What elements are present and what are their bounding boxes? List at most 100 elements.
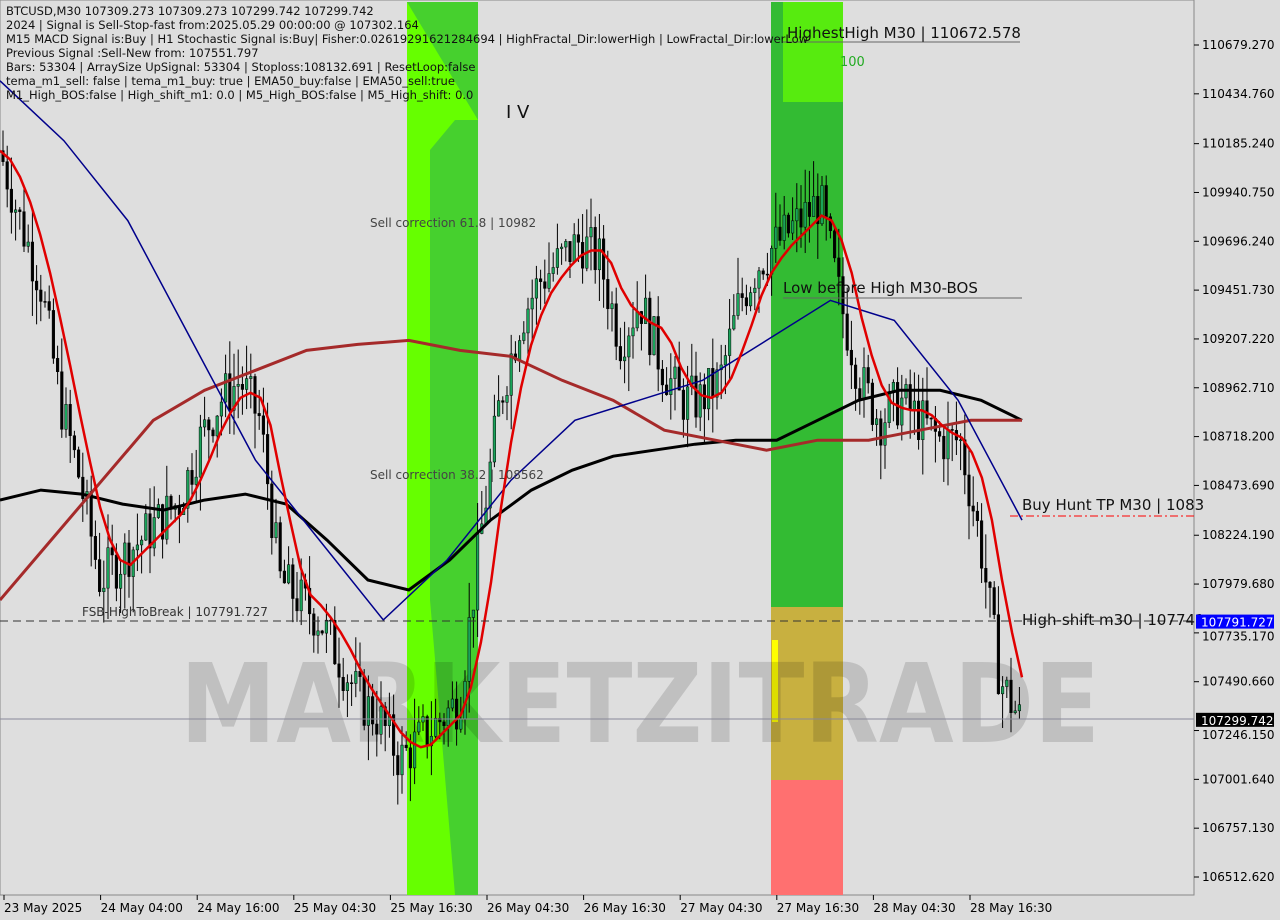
candle	[849, 320, 853, 390]
price-axis[interactable]: 110679.270 110434.760 110185.240 109940.750…	[1194, 38, 1275, 884]
candle	[341, 657, 345, 701]
price-tick-label: 110679.270	[1202, 38, 1275, 52]
candle	[236, 349, 240, 419]
price-tick-label: 109696.240	[1202, 234, 1275, 248]
candle	[35, 265, 39, 325]
price-marker: 107299.742	[1196, 712, 1274, 728]
candle	[606, 250, 610, 330]
candle	[539, 269, 543, 310]
candle	[47, 285, 51, 319]
candle	[56, 345, 60, 385]
candle	[564, 238, 568, 262]
candle	[245, 345, 249, 410]
candle	[656, 296, 660, 392]
candle	[879, 410, 883, 480]
candle	[786, 212, 790, 238]
candle	[278, 516, 282, 579]
candle	[165, 465, 169, 545]
candle	[228, 341, 232, 435]
info-line: 2024 | Signal is Sell-Stop-fast from:202…	[6, 18, 419, 32]
candle	[337, 637, 341, 708]
candle	[736, 257, 740, 320]
candle	[975, 501, 979, 537]
candle	[379, 681, 383, 745]
candle	[791, 197, 795, 241]
candle	[740, 277, 744, 312]
candle	[866, 354, 870, 394]
candle	[992, 581, 996, 620]
candle	[816, 173, 820, 259]
candle	[547, 242, 551, 293]
candle	[845, 287, 849, 356]
time-tick-label: 26 May 16:30	[584, 901, 666, 915]
candle	[530, 279, 534, 341]
candle	[497, 375, 501, 417]
candle	[152, 486, 156, 557]
candle	[148, 488, 152, 574]
candle	[917, 374, 921, 450]
candle	[450, 681, 454, 712]
candle	[72, 430, 76, 458]
candle	[93, 520, 97, 570]
time-axis[interactable]: 23 May 2025 24 May 04:00 24 May 16:00 25 Ma…	[3, 895, 1052, 915]
candle	[333, 606, 337, 666]
candle	[22, 187, 26, 252]
candle	[345, 674, 349, 718]
candle	[207, 416, 211, 462]
candle	[803, 169, 807, 254]
price-tick-label: 106512.620	[1202, 870, 1275, 884]
candle	[1005, 676, 1009, 699]
candle	[761, 268, 765, 280]
candle	[971, 476, 975, 527]
price-tick-label: 107735.170	[1202, 630, 1275, 644]
candle	[9, 157, 13, 234]
candle	[715, 362, 719, 410]
candle	[673, 356, 677, 411]
candle	[186, 467, 190, 523]
candle	[224, 354, 228, 418]
time-tick-label: 28 May 16:30	[970, 901, 1052, 915]
candle	[942, 425, 946, 482]
price-tick-label: 108718.200	[1202, 430, 1275, 444]
candle	[249, 353, 253, 409]
highest-high-label: HighestHigh M30 | 110672.578	[787, 24, 1021, 42]
candle	[660, 360, 664, 402]
candle	[261, 387, 265, 453]
price-tick-label: 107979.680	[1202, 577, 1275, 591]
candle	[996, 586, 1000, 695]
candle	[274, 498, 278, 544]
candle	[215, 414, 219, 458]
price-tick-label: 106757.130	[1202, 821, 1275, 835]
candle	[375, 690, 379, 757]
candle	[316, 616, 320, 654]
candle	[576, 218, 580, 263]
candle	[18, 207, 22, 230]
candle	[501, 396, 505, 415]
info-line: BTCUSD,M30 107309.273 107309.273 107299.…	[6, 4, 374, 18]
candle	[417, 706, 421, 736]
candle	[190, 453, 194, 500]
candle	[492, 394, 496, 468]
ma-blue-line	[0, 80, 1023, 622]
candle	[270, 470, 274, 555]
candle	[698, 372, 702, 432]
ma-mid-line	[0, 338, 1022, 601]
candle	[555, 223, 559, 275]
candle	[320, 629, 324, 636]
price-tick-label: 109451.730	[1202, 283, 1275, 297]
candle	[123, 533, 127, 609]
candle	[980, 503, 984, 583]
time-tick-label: 23 May 2025	[4, 901, 82, 915]
info-line: Bars: 53304 | ArraySize UpSignal: 53304 …	[6, 60, 476, 74]
candle	[833, 225, 837, 263]
candle	[677, 341, 681, 391]
candle	[967, 446, 971, 540]
candle	[287, 546, 291, 585]
candle	[291, 558, 295, 623]
candle	[68, 389, 72, 463]
candle	[597, 214, 601, 301]
candle	[203, 396, 207, 437]
price-tick-label: 110185.240	[1202, 137, 1275, 151]
